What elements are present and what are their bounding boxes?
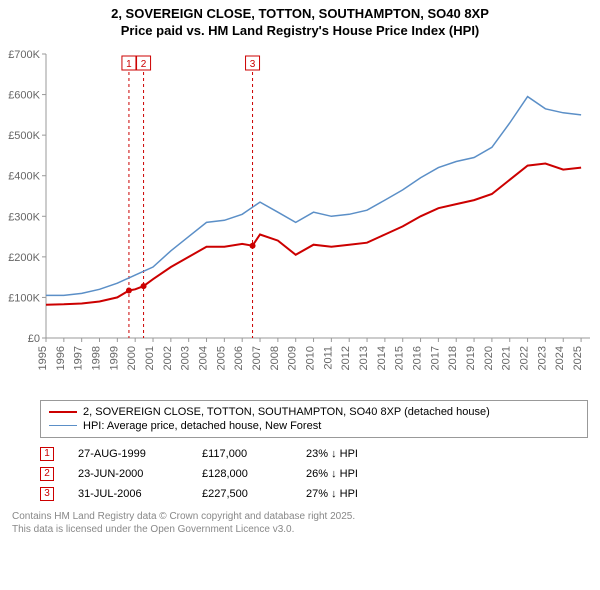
line-chart-svg: £0 £100K £200K £300K £400K £500K £600K £700K 199… bbox=[4, 46, 596, 396]
sale-marker: 3 bbox=[40, 487, 54, 501]
svg-text:2009: 2009 bbox=[287, 346, 299, 370]
svg-text:2024: 2024 bbox=[554, 346, 566, 370]
svg-text:£0: £0 bbox=[28, 333, 40, 345]
svg-text:1999: 1999 bbox=[108, 346, 120, 370]
svg-text:£300K: £300K bbox=[8, 211, 40, 223]
svg-text:£400K: £400K bbox=[8, 170, 40, 182]
svg-text:1996: 1996 bbox=[55, 346, 67, 370]
footnote-line2: This data is licensed under the Open Gov… bbox=[12, 523, 588, 536]
footnote: Contains HM Land Registry data © Crown c… bbox=[12, 510, 588, 536]
sale-date: 27-AUG-1999 bbox=[78, 448, 178, 460]
svg-text:2023: 2023 bbox=[536, 346, 548, 370]
sale-marker: 1 bbox=[40, 447, 54, 461]
sale-marker: 2 bbox=[40, 467, 54, 481]
svg-text:2006: 2006 bbox=[233, 346, 245, 370]
svg-text:2011: 2011 bbox=[322, 346, 334, 370]
sale-diff: 27% ↓ HPI bbox=[306, 488, 358, 500]
svg-text:£200K: £200K bbox=[8, 252, 40, 264]
legend-swatch bbox=[49, 411, 77, 413]
legend-label: HPI: Average price, detached house, New … bbox=[83, 420, 321, 432]
svg-text:2018: 2018 bbox=[447, 346, 459, 370]
svg-text:2025: 2025 bbox=[572, 346, 584, 370]
svg-text:2012: 2012 bbox=[340, 346, 352, 370]
svg-text:2001: 2001 bbox=[144, 346, 156, 370]
sales-table: 1 27-AUG-1999 £117,000 23% ↓ HPI 2 23-JUN-200… bbox=[40, 444, 588, 504]
svg-text:2010: 2010 bbox=[305, 346, 317, 370]
sale-diff: 26% ↓ HPI bbox=[306, 468, 358, 480]
svg-text:1997: 1997 bbox=[73, 346, 85, 370]
svg-text:2003: 2003 bbox=[180, 346, 192, 370]
svg-text:2020: 2020 bbox=[483, 346, 495, 370]
sale-price: £128,000 bbox=[202, 468, 282, 480]
svg-text:£700K: £700K bbox=[8, 49, 40, 61]
series-price_paid bbox=[46, 163, 581, 304]
svg-text:2015: 2015 bbox=[394, 346, 406, 370]
footnote-line1: Contains HM Land Registry data © Crown c… bbox=[12, 510, 588, 523]
svg-text:2019: 2019 bbox=[465, 346, 477, 370]
svg-text:2008: 2008 bbox=[269, 346, 281, 370]
sale-price: £117,000 bbox=[202, 448, 282, 460]
svg-text:1995: 1995 bbox=[37, 346, 49, 370]
legend: 2, SOVEREIGN CLOSE, TOTTON, SOUTHAMPTON,… bbox=[40, 400, 588, 438]
chart-title: 2, SOVEREIGN CLOSE, TOTTON, SOUTHAMPTON,… bbox=[4, 6, 596, 40]
svg-text:2022: 2022 bbox=[519, 346, 531, 370]
svg-text:2004: 2004 bbox=[198, 346, 210, 370]
svg-text:2005: 2005 bbox=[215, 346, 227, 370]
series-hpi bbox=[46, 96, 581, 295]
svg-text:2002: 2002 bbox=[162, 346, 174, 370]
svg-text:2021: 2021 bbox=[501, 346, 513, 370]
svg-text:2007: 2007 bbox=[251, 346, 263, 370]
svg-text:2016: 2016 bbox=[412, 346, 424, 370]
svg-text:2017: 2017 bbox=[429, 346, 441, 370]
chart-area: £0 £100K £200K £300K £400K £500K £600K £700K 199… bbox=[4, 46, 596, 396]
title-line1: 2, SOVEREIGN CLOSE, TOTTON, SOUTHAMPTON,… bbox=[4, 6, 596, 23]
sale-row: 1 27-AUG-1999 £117,000 23% ↓ HPI bbox=[40, 444, 588, 464]
legend-row: 2, SOVEREIGN CLOSE, TOTTON, SOUTHAMPTON,… bbox=[49, 405, 579, 419]
sale-row: 2 23-JUN-2000 £128,000 26% ↓ HPI bbox=[40, 464, 588, 484]
svg-text:£100K: £100K bbox=[8, 292, 40, 304]
sale-diff: 23% ↓ HPI bbox=[306, 448, 358, 460]
svg-text:2: 2 bbox=[141, 59, 147, 70]
legend-label: 2, SOVEREIGN CLOSE, TOTTON, SOUTHAMPTON,… bbox=[83, 406, 490, 418]
legend-swatch bbox=[49, 425, 77, 426]
sale-price: £227,500 bbox=[202, 488, 282, 500]
svg-text:3: 3 bbox=[250, 59, 256, 70]
sale-date: 23-JUN-2000 bbox=[78, 468, 178, 480]
svg-text:2013: 2013 bbox=[358, 346, 370, 370]
sale-row: 3 31-JUL-2006 £227,500 27% ↓ HPI bbox=[40, 484, 588, 504]
svg-text:£500K: £500K bbox=[8, 130, 40, 142]
sale-date: 31-JUL-2006 bbox=[78, 488, 178, 500]
title-line2: Price paid vs. HM Land Registry's House … bbox=[4, 23, 596, 40]
svg-text:£600K: £600K bbox=[8, 89, 40, 101]
svg-text:2014: 2014 bbox=[376, 346, 388, 370]
legend-row: HPI: Average price, detached house, New … bbox=[49, 419, 579, 433]
svg-text:2000: 2000 bbox=[126, 346, 138, 370]
svg-text:1: 1 bbox=[126, 59, 132, 70]
svg-text:1998: 1998 bbox=[91, 346, 103, 370]
